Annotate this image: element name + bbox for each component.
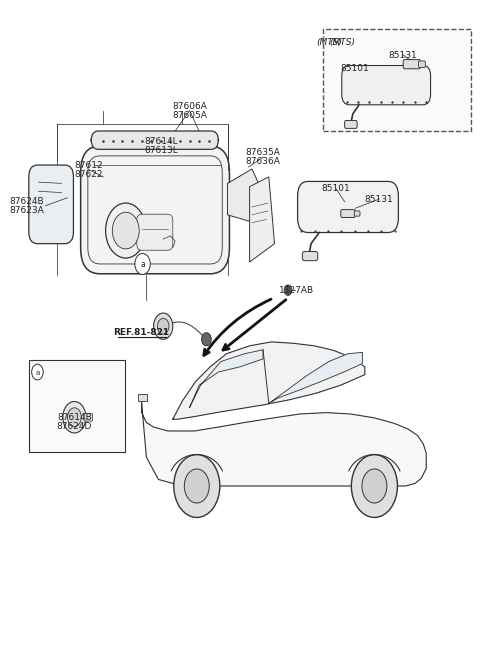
Text: 1327AB: 1327AB [279, 286, 314, 295]
Text: a: a [36, 369, 39, 376]
Text: 85101: 85101 [322, 184, 350, 193]
Text: (MTS): (MTS) [316, 38, 342, 47]
FancyBboxPatch shape [419, 61, 425, 67]
Circle shape [68, 408, 81, 426]
Polygon shape [173, 342, 365, 419]
Text: 87623A: 87623A [9, 206, 44, 215]
Text: 87612: 87612 [74, 160, 103, 170]
Circle shape [157, 318, 169, 334]
Bar [323, 29, 471, 131]
Text: 87622: 87622 [74, 170, 103, 179]
Circle shape [135, 253, 150, 274]
Text: 87636A: 87636A [246, 157, 280, 166]
Text: 85101: 85101 [341, 64, 370, 73]
FancyBboxPatch shape [354, 211, 360, 216]
FancyBboxPatch shape [81, 146, 229, 274]
Text: 87614L: 87614L [144, 137, 178, 146]
Text: 87635A: 87635A [246, 148, 280, 157]
Polygon shape [190, 350, 263, 407]
FancyBboxPatch shape [84, 413, 93, 421]
Circle shape [202, 333, 211, 346]
FancyBboxPatch shape [302, 252, 318, 261]
FancyBboxPatch shape [298, 181, 398, 233]
FancyBboxPatch shape [342, 66, 431, 105]
FancyBboxPatch shape [29, 165, 73, 244]
FancyBboxPatch shape [341, 210, 355, 217]
Text: 87613L: 87613L [144, 146, 178, 155]
Text: 85131: 85131 [365, 195, 394, 204]
Circle shape [284, 285, 292, 295]
FancyBboxPatch shape [345, 121, 357, 128]
Circle shape [351, 455, 397, 517]
Circle shape [362, 469, 387, 503]
Polygon shape [142, 403, 426, 486]
Text: 87614B: 87614B [57, 413, 92, 422]
Circle shape [106, 203, 146, 258]
Circle shape [174, 455, 220, 517]
Bar [138, 394, 147, 401]
Polygon shape [228, 169, 263, 223]
Circle shape [184, 469, 209, 503]
Polygon shape [269, 352, 362, 403]
Text: a: a [140, 260, 145, 269]
Text: 85131: 85131 [389, 50, 418, 60]
Text: REF.81-821: REF.81-821 [114, 328, 169, 337]
Circle shape [32, 364, 43, 380]
FancyBboxPatch shape [403, 60, 420, 69]
Circle shape [154, 313, 173, 339]
Text: 87605A: 87605A [172, 111, 207, 120]
Text: 87624D: 87624D [57, 422, 92, 431]
Text: 87624B: 87624B [9, 196, 44, 206]
FancyBboxPatch shape [137, 214, 173, 250]
Text: (MTS): (MTS) [329, 38, 355, 47]
Bar [29, 360, 125, 452]
Polygon shape [250, 177, 275, 262]
FancyBboxPatch shape [91, 131, 218, 149]
Circle shape [63, 402, 86, 433]
Circle shape [112, 212, 139, 249]
Text: 87606A: 87606A [172, 102, 207, 111]
